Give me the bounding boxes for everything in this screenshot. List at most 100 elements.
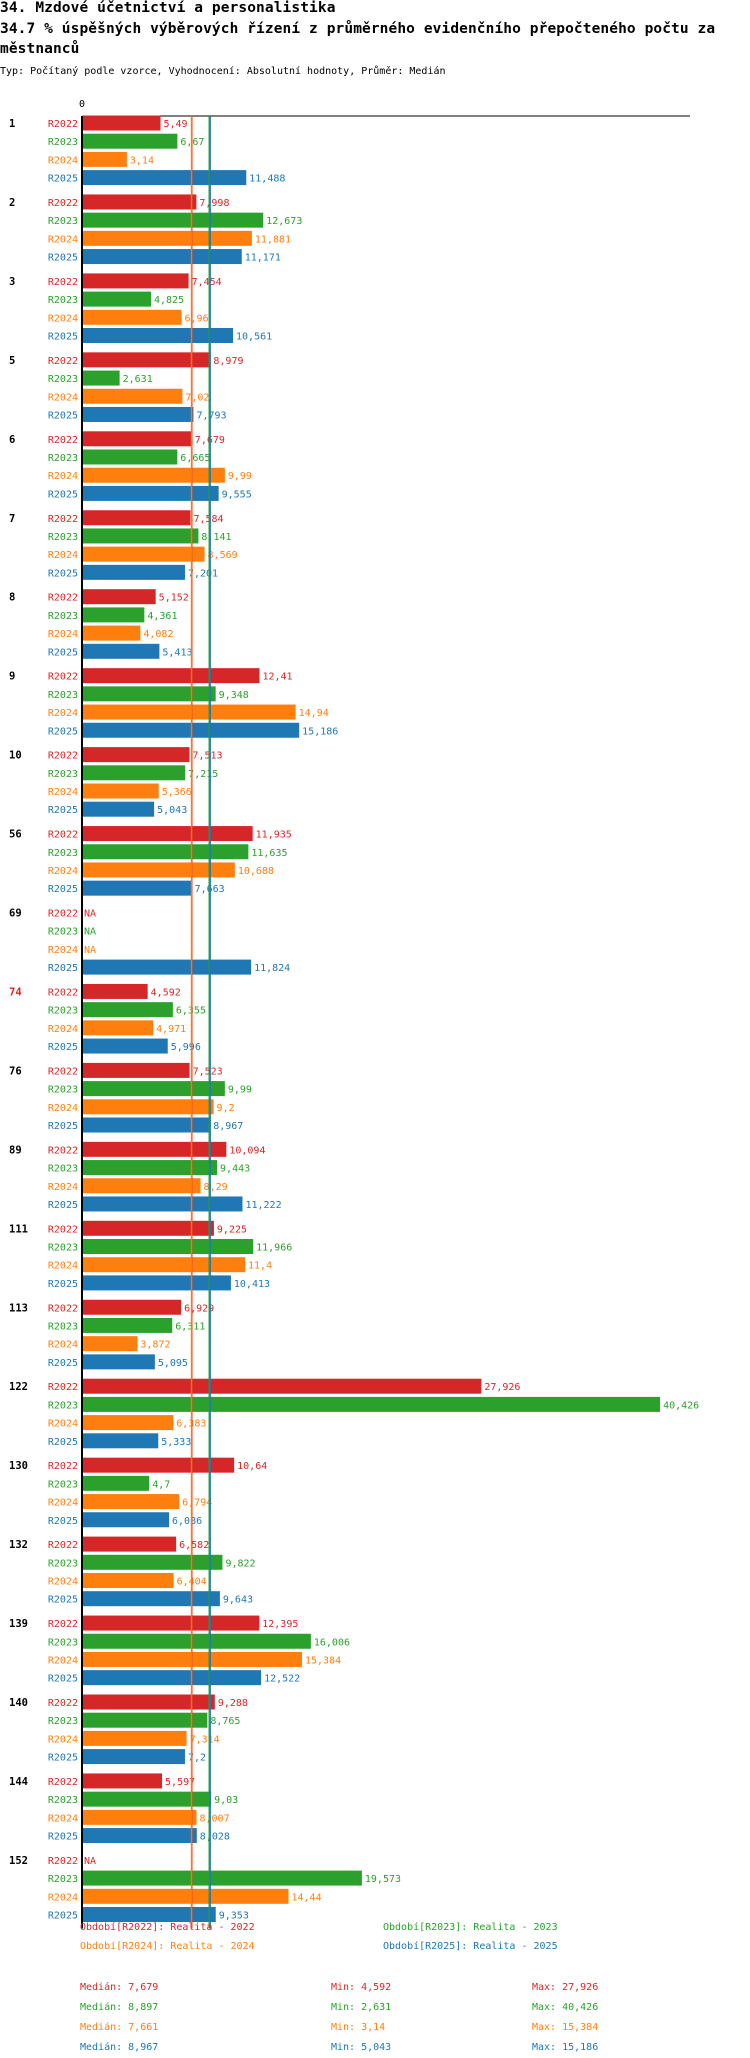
series-label-R2025: R2025 [48, 884, 78, 895]
bar-7-R2022 [82, 510, 191, 526]
value-label-76-R2023: 9,99 [228, 1085, 252, 1096]
bar-132-R2022 [82, 1536, 177, 1552]
stat-median-R2023: Medián: 8,897 [80, 2001, 158, 2013]
series-label-R2024: R2024 [48, 945, 78, 956]
chart-subtitle-line1: 34.7 % úspěšných výběrových řízení z prů… [0, 21, 716, 37]
bar-74-R2025 [82, 1038, 168, 1054]
value-label-69-R2023: NA [84, 927, 96, 938]
series-label-R2023: R2023 [48, 137, 78, 148]
group-label-111: 111 [9, 1223, 28, 1235]
bar-6-R2022 [82, 431, 192, 447]
series-label-R2024: R2024 [48, 1813, 78, 1824]
bar-6-R2024 [82, 467, 225, 483]
stat-min-R2022: Min: 4,592 [331, 1982, 391, 1993]
value-label-10-R2025: 5,043 [157, 805, 187, 816]
series-label-R2025: R2025 [48, 1753, 78, 1764]
value-label-113-R2024: 3,872 [140, 1340, 170, 1351]
series-label-R2025: R2025 [48, 174, 78, 185]
group-label-132: 132 [9, 1539, 28, 1551]
stat-median-R2024: Medián: 7,661 [80, 2021, 158, 2033]
value-label-111-R2023: 11,966 [256, 1243, 292, 1254]
bar-2-R2025 [82, 249, 242, 265]
stat-min-R2025: Min: 5,043 [331, 2042, 391, 2053]
value-label-140-R2023: 8,765 [210, 1716, 240, 1727]
value-label-5-R2023: 2,631 [123, 374, 153, 385]
series-label-R2024: R2024 [48, 1103, 78, 1114]
bar-1-R2024 [82, 151, 127, 167]
legend-R2024: Období[R2024]: Realita - 2024 [80, 1940, 255, 1952]
value-label-113-R2022: 6,929 [184, 1303, 214, 1314]
bar-74-R2023 [82, 1002, 173, 1018]
bar-8-R2022 [82, 589, 156, 605]
value-label-56-R2022: 11,935 [256, 830, 292, 841]
value-label-122-R2022: 27,926 [484, 1382, 520, 1393]
bar-2-R2022 [82, 194, 197, 210]
bar-130-R2022 [82, 1457, 235, 1473]
series-label-R2022: R2022 [48, 751, 78, 762]
bar-144-R2023 [82, 1791, 212, 1807]
stat-median-R2025: Medián: 8,967 [80, 2041, 158, 2053]
bar-140-R2025 [82, 1749, 185, 1765]
value-label-140-R2025: 7,2 [188, 1753, 206, 1764]
series-label-R2022: R2022 [48, 1145, 78, 1156]
value-label-144-R2022: 5,597 [165, 1777, 195, 1788]
series-label-R2022: R2022 [48, 356, 78, 367]
bar-2-R2024 [82, 230, 252, 246]
bar-132-R2024 [82, 1573, 174, 1588]
series-label-R2023: R2023 [48, 611, 78, 622]
bar-111-R2025 [82, 1275, 231, 1291]
series-label-R2025: R2025 [48, 332, 78, 343]
value-label-1-R2025: 11,488 [249, 174, 285, 185]
value-label-89-R2023: 9,443 [220, 1164, 250, 1175]
series-label-R2022: R2022 [48, 909, 78, 920]
value-label-10-R2024: 5,366 [162, 787, 192, 798]
series-label-R2022: R2022 [48, 1540, 78, 1551]
value-label-8-R2024: 4,082 [143, 629, 173, 640]
value-label-3-R2024: 6,96 [185, 313, 209, 324]
series-label-R2023: R2023 [48, 374, 78, 385]
series-label-R2023: R2023 [48, 1400, 78, 1411]
value-label-8-R2025: 5,413 [162, 647, 192, 658]
value-label-152-R2025: 9,353 [219, 1911, 249, 1922]
value-label-9-R2022: 12,41 [262, 672, 292, 683]
group-label-122: 122 [9, 1381, 28, 1393]
bar-113-R2022 [82, 1299, 182, 1315]
series-label-R2025: R2025 [48, 1832, 78, 1843]
bar-10-R2022 [82, 747, 190, 763]
value-label-76-R2024: 9,2 [217, 1103, 235, 1114]
bar-89-R2024 [82, 1178, 201, 1194]
series-label-R2024: R2024 [48, 392, 78, 403]
bar-9-R2025 [82, 722, 300, 738]
bar-139-R2025 [82, 1670, 262, 1686]
series-label-R2022: R2022 [48, 514, 78, 525]
bar-2-R2023 [82, 212, 264, 228]
value-label-56-R2024: 10,688 [238, 866, 274, 877]
value-label-9-R2023: 9,348 [219, 690, 249, 701]
series-label-R2024: R2024 [48, 787, 78, 798]
series-label-R2023: R2023 [48, 769, 78, 780]
series-label-R2024: R2024 [48, 866, 78, 877]
series-label-R2023: R2023 [48, 1716, 78, 1727]
bar-5-R2025 [82, 406, 194, 422]
series-label-R2024: R2024 [48, 1182, 78, 1193]
series-label-R2023: R2023 [48, 1637, 78, 1648]
bar-111-R2022 [82, 1220, 214, 1236]
value-label-7-R2023: 8,141 [201, 532, 231, 543]
bar-113-R2023 [82, 1317, 173, 1333]
group-label-140: 140 [9, 1697, 28, 1709]
bar-3-R2022 [82, 273, 189, 289]
bar-111-R2023 [82, 1239, 254, 1254]
bar-74-R2022 [82, 983, 148, 999]
series-label-R2024: R2024 [48, 313, 78, 324]
bar-122-R2024 [82, 1415, 174, 1431]
group-label-9: 9 [9, 671, 15, 683]
series-label-R2024: R2024 [48, 1024, 78, 1035]
series-label-R2022: R2022 [48, 1461, 78, 1472]
series-label-R2025: R2025 [48, 1042, 78, 1053]
bar-132-R2023 [82, 1554, 223, 1570]
series-label-R2022: R2022 [48, 198, 78, 209]
bar-140-R2024 [82, 1730, 187, 1746]
bar-139-R2022 [82, 1615, 260, 1631]
series-label-R2025: R2025 [48, 1200, 78, 1211]
value-label-2-R2025: 11,171 [245, 253, 281, 264]
